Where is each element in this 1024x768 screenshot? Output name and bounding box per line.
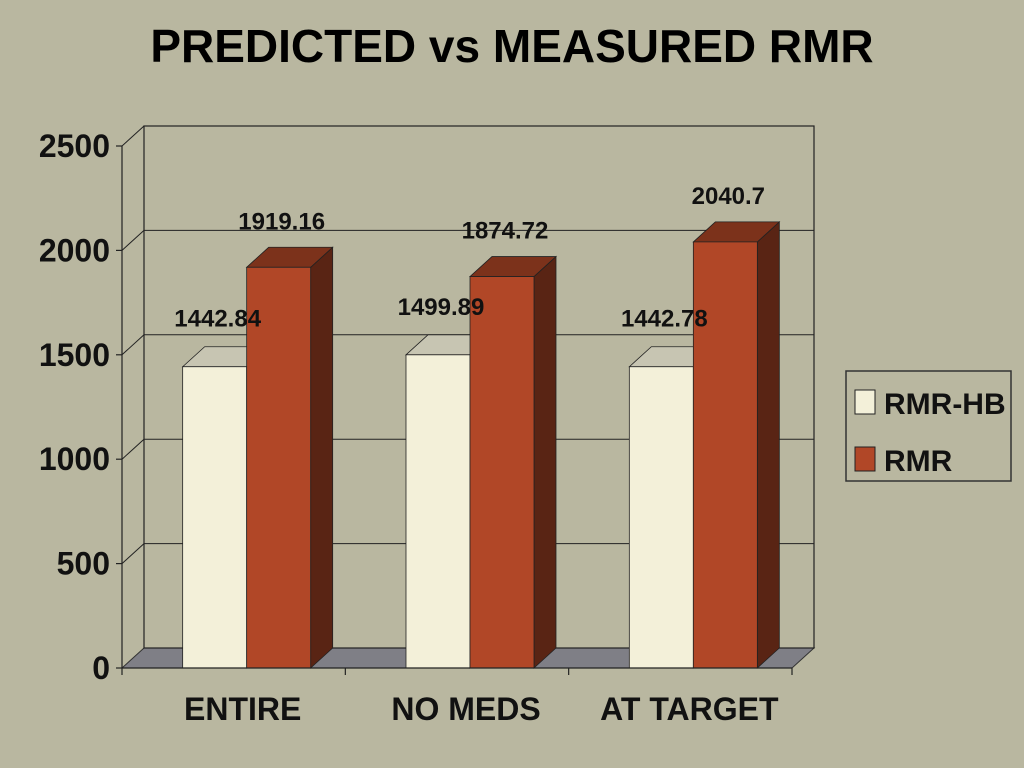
gridline-side [121, 230, 145, 251]
data-label-rmr-no-meds: 1874.72 [462, 218, 549, 245]
bars [181, 220, 781, 669]
y-tick-label: 1000 [39, 441, 110, 477]
y-tick-label: 1500 [39, 337, 110, 373]
gridline-side [121, 543, 145, 564]
x-axis: ENTIRE NO MEDS AT TARGET [121, 667, 793, 727]
gridline-side [121, 125, 145, 147]
bar-rmr-at-target-front [692, 241, 758, 669]
x-tick-label-at-target: AT TARGET [600, 691, 779, 727]
y-tick-label: 2500 [39, 128, 110, 164]
y-tick-label: 0 [92, 650, 110, 686]
y-tick-label: 500 [57, 546, 110, 582]
bar-rmr-entire [245, 246, 334, 669]
legend-swatch-rmr [854, 446, 876, 472]
data-label-rmr-hb-no-meds: 1499.89 [398, 294, 485, 321]
bar-rmr-entire-side [310, 246, 334, 669]
gridline-side [121, 334, 145, 356]
bar-rmr-entire-front [246, 266, 312, 669]
bar-rmr-hb-at-target-front [628, 366, 694, 669]
data-label-rmr-hb-at-target: 1442.78 [621, 306, 708, 333]
data-label-rmr-hb-entire: 1442.84 [174, 306, 261, 333]
legend-swatch-rmr-hb [854, 389, 876, 415]
legend: RMR-HB RMR [845, 370, 1012, 482]
gridline-side [121, 438, 145, 460]
data-label-rmr-at-target: 2040.7 [692, 183, 765, 210]
bar-rmr-hb-no-meds-front [405, 354, 471, 669]
legend-label-rmr: RMR [884, 445, 953, 478]
x-tick-label-no-meds: NO MEDS [391, 691, 540, 727]
data-labels: 1442.84 1919.16 1499.89 1874.72 1442.78 2040.… [174, 183, 765, 333]
bar-rmr-at-target [692, 220, 781, 669]
bar-rmr-no-meds [468, 255, 558, 669]
legend-label-rmr-hb: RMR-HB [884, 388, 1006, 421]
bar-rmr-hb-entire-front [182, 366, 248, 669]
y-axis: 0 500 1000 1500 2000 2500 [39, 128, 123, 686]
bar-rmr-at-target-side [756, 220, 780, 669]
bar-rmr-no-meds-side [533, 255, 557, 669]
x-tick-label-entire: ENTIRE [184, 691, 301, 727]
bar-rmr-no-meds-front [469, 276, 535, 669]
data-label-rmr-entire: 1919.16 [238, 208, 325, 235]
chart-title: PREDICTED vs MEASURED RMR [150, 20, 873, 72]
y-tick-label: 2000 [39, 232, 110, 268]
